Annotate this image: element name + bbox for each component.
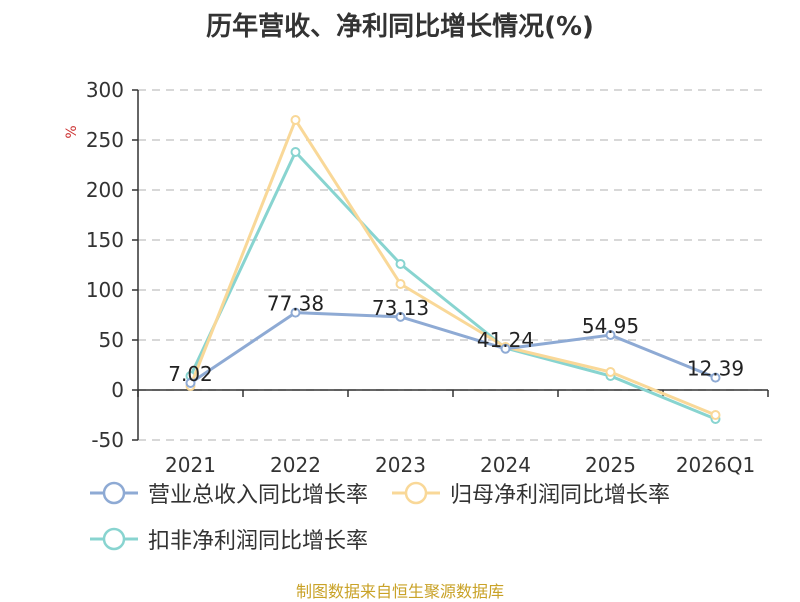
- data-labels: 7.02 77.38 73.13 41.24 54.95 12.39: [168, 292, 744, 386]
- legend-label: 营业总收入同比增长率: [148, 483, 369, 508]
- series-line: [189, 311, 717, 385]
- series-line: [189, 118, 717, 417]
- data-point: [290, 147, 301, 157]
- y-tick-label: 50: [99, 328, 124, 352]
- data-label: 41.24: [477, 328, 534, 352]
- data-point: [395, 311, 406, 322]
- series-line: [189, 150, 717, 421]
- series-lines: [185, 115, 721, 424]
- x-tick-label: 2021: [165, 453, 216, 477]
- y-unit-label: %: [64, 125, 80, 138]
- source-note: 制图数据来自恒生聚源数据库: [295, 582, 504, 601]
- y-tick-label: 0: [111, 378, 124, 402]
- legend-item[interactable]: 营业总收入同比增长率: [88, 476, 368, 510]
- y-tick-label: 200: [86, 178, 124, 202]
- data-point: [395, 259, 406, 269]
- data-label: 12.39: [687, 357, 744, 381]
- legend-symbol-icon: [90, 481, 138, 505]
- legend-symbol-icon: [90, 527, 138, 551]
- data-label: 7.02: [168, 362, 213, 386]
- data-point: [605, 367, 616, 377]
- legend-symbol-icon: [392, 481, 441, 505]
- legend-item[interactable]: 扣非净利润同比增长率: [88, 522, 778, 556]
- x-tick-label: 2023: [375, 453, 426, 477]
- x-tick-label: 2025: [585, 453, 636, 477]
- data-point: [710, 372, 721, 383]
- data-label: 73.13: [372, 296, 429, 320]
- data-point: [395, 279, 406, 289]
- x-tick-label: 2022: [270, 453, 321, 477]
- data-point: [605, 330, 616, 341]
- grid-lines: [138, 89, 768, 441]
- data-point: [185, 377, 196, 388]
- y-tick-label: 300: [86, 78, 124, 102]
- legend-label: 归母净利润同比增长率: [450, 483, 671, 508]
- data-label: 54.95: [582, 314, 639, 338]
- data-point: [500, 343, 511, 354]
- legend-label: 扣非净利润同比增长率: [148, 529, 369, 554]
- chart-title: 历年营收、净利同比增长情况(%): [206, 12, 594, 42]
- x-tick-label: 2026Q1: [676, 453, 755, 477]
- data-point: [710, 410, 721, 420]
- axes: -50 0 50 100 150 200 250 300% 2021 2022 2023 2024 20…: [64, 78, 769, 477]
- y-tick-label: 100: [86, 278, 124, 302]
- data-label: 77.38: [267, 292, 324, 316]
- data-point: [290, 115, 301, 125]
- x-tick-label: 2024: [480, 453, 531, 477]
- y-tick-label: 150: [86, 228, 124, 252]
- y-tick-label: 250: [86, 128, 124, 152]
- data-point: [290, 307, 301, 318]
- y-tick-label: -50: [91, 428, 124, 452]
- legend-item[interactable]: 归母净利润同比增长率: [390, 476, 670, 510]
- legend: 营业总收入同比增长率 归母净利润同比增长率扣非净利润同比增长率: [88, 476, 778, 556]
